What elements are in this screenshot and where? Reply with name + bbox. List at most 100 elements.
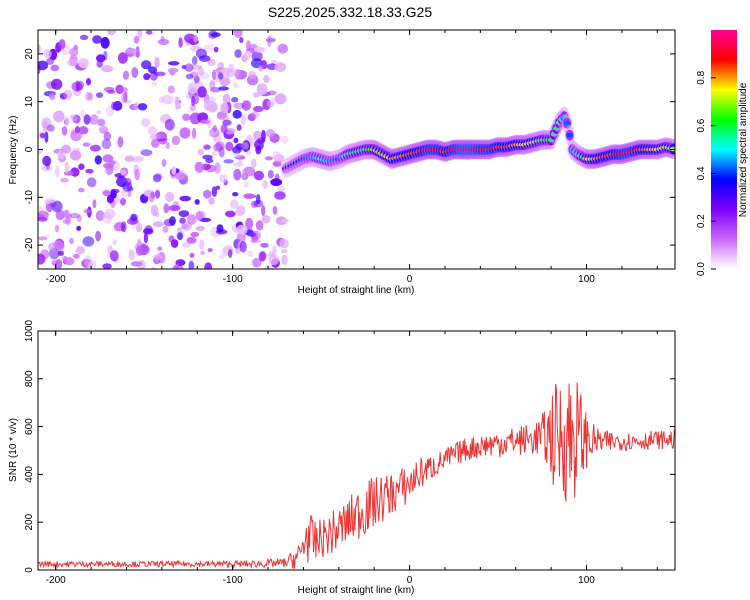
heatmap-cell	[78, 187, 85, 193]
heatmap-cell	[194, 199, 200, 205]
heatmap-cell	[86, 177, 97, 188]
heatmap-cell	[61, 126, 68, 136]
heatmap-cell	[239, 241, 247, 253]
heatmap-cell	[272, 150, 281, 161]
heatmap-cell	[191, 55, 198, 66]
heatmap-cell	[207, 58, 216, 67]
heatmap-cell	[62, 219, 68, 224]
heatmap-cell	[188, 260, 195, 269]
heatmap-cell	[195, 48, 207, 59]
colorbar-tick-label: 0.2	[696, 214, 707, 228]
heatmap-cell	[236, 224, 248, 235]
heatmap-cell	[267, 169, 274, 179]
heatmap-cell	[195, 210, 204, 221]
heatmap-cell	[137, 238, 142, 248]
heatmap-cell	[261, 205, 266, 217]
heatmap-cell	[124, 155, 135, 162]
y-tick-label: 1000	[24, 319, 35, 342]
heatmap-cell	[246, 150, 252, 156]
heatmap-cell	[161, 159, 167, 167]
heatmap-cell	[169, 216, 176, 226]
heatmap-cell	[185, 73, 194, 80]
heatmap-cell	[40, 249, 50, 260]
y-tick-label: 0	[24, 567, 35, 573]
heatmap-cell	[47, 124, 55, 132]
heatmap-cell	[229, 199, 239, 209]
heatmap-cell	[87, 92, 94, 101]
heatmap-cell	[232, 152, 242, 159]
heatmap-cell	[69, 237, 74, 245]
heatmap-cell	[179, 217, 186, 224]
heatmap-cell	[178, 37, 183, 48]
heatmap-cell	[133, 35, 140, 44]
heatmap-cell	[63, 89, 73, 100]
heatmap-cell	[79, 110, 86, 118]
heatmap-cell	[267, 35, 272, 47]
heatmap-cell	[182, 113, 191, 121]
heatmap-cell	[128, 249, 135, 261]
heatmap-cell	[82, 142, 91, 147]
colorbar-tick-label: 0.4	[696, 166, 707, 180]
heatmap-cell	[255, 220, 264, 231]
heatmap-cell	[197, 66, 205, 76]
heatmap-cell	[140, 149, 153, 157]
heatmap-cell	[213, 46, 219, 53]
heatmap-marks	[38, 30, 675, 269]
heatmap-cell	[104, 208, 116, 220]
heatmap-cell	[253, 170, 265, 181]
heatmap-cell	[120, 221, 127, 233]
heatmap-cell	[102, 190, 111, 197]
heatmap-cell	[252, 257, 262, 268]
heatmap-cell	[203, 189, 212, 199]
heatmap-cell	[55, 209, 65, 221]
heatmap-cell	[215, 185, 221, 190]
heatmap-cell	[121, 93, 126, 103]
heatmap-cell	[244, 50, 251, 60]
heatmap-cell	[233, 162, 244, 167]
heatmap-cell	[246, 40, 251, 51]
heatmap-cell	[258, 251, 266, 262]
y-tick-label: 10	[24, 96, 35, 108]
heatmap-cell	[236, 232, 246, 244]
heatmap-cell	[50, 64, 60, 72]
heatmap-cell	[74, 126, 81, 134]
heatmap-cell	[274, 62, 287, 72]
heatmap-cell	[101, 65, 114, 73]
colorbar-gradient	[711, 30, 737, 269]
heatmap-cell	[171, 135, 181, 146]
heatmap-cell	[178, 210, 190, 218]
heatmap-cell	[204, 44, 215, 53]
heatmap-cell	[260, 242, 269, 248]
spectrogram-x-ticks: -200 -100 0 100	[46, 30, 658, 285]
snr-series-line	[38, 382, 675, 570]
heatmap-cell	[233, 82, 238, 88]
heatmap-cell	[262, 180, 269, 189]
heatmap-cell	[181, 242, 191, 248]
heatmap-cell	[207, 248, 213, 253]
snr-x-ticks: -200 -100 0 100	[46, 331, 658, 586]
heatmap-cell	[42, 155, 52, 167]
heatmap-cell	[277, 186, 286, 192]
heatmap-cell	[83, 209, 91, 214]
heatmap-cell	[96, 54, 106, 63]
heatmap-cell	[266, 100, 274, 108]
heatmap-cell	[171, 166, 177, 175]
heatmap-cell	[272, 206, 278, 215]
heatmap-cell	[253, 105, 264, 113]
heatmap-cell	[120, 197, 126, 206]
heatmap-cell	[210, 32, 221, 38]
heatmap-cell	[53, 110, 65, 123]
heatmap-cell	[152, 253, 163, 261]
heatmap-cell	[239, 37, 244, 44]
heatmap-cell	[102, 154, 114, 163]
heatmap-cell	[64, 161, 69, 174]
heatmap-cell	[161, 94, 174, 105]
y-tick-label: 600	[24, 418, 35, 435]
heatmap-cell	[266, 128, 275, 138]
x-tick-label: 100	[578, 274, 595, 285]
heatmap-cell	[88, 261, 93, 268]
y-tick-label: 800	[24, 370, 35, 387]
heatmap-cell	[152, 221, 164, 228]
heatmap-cell	[103, 131, 112, 141]
heatmap-cell	[58, 39, 66, 50]
